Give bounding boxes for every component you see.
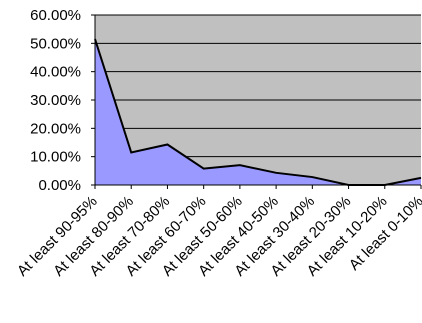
y-tick-label: 30.00% xyxy=(30,92,81,109)
area-series xyxy=(95,39,421,186)
y-tick-label: 20.00% xyxy=(30,120,81,137)
x-tick-labels: At least 90-95%At least 80-90%At least 7… xyxy=(14,185,422,280)
y-tick-label: 10.00% xyxy=(30,149,81,166)
y-tick-label: 60.00% xyxy=(30,7,81,24)
y-tick-label: 40.00% xyxy=(30,64,81,81)
y-tick-label: 0.00% xyxy=(38,177,81,194)
y-tick-labels: 0.00% 10.00% 20.00% 30.00% 40.00% 50.00% 60.00… xyxy=(30,7,95,194)
y-tick-label: 50.00% xyxy=(30,35,81,52)
